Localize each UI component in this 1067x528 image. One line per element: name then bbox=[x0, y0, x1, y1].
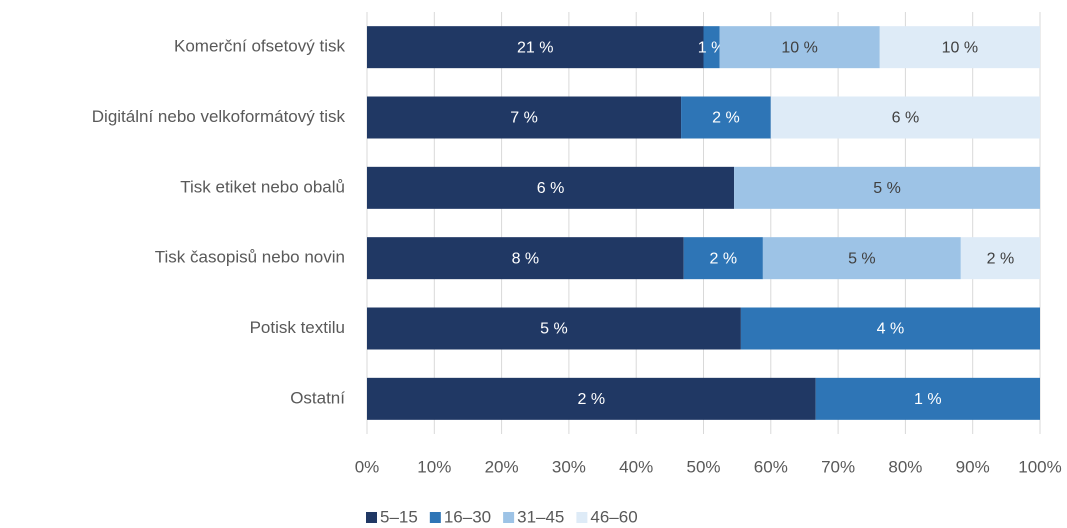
data-label: 6 % bbox=[892, 110, 920, 127]
data-label: 4 % bbox=[877, 321, 905, 338]
x-tick-label: 0% bbox=[355, 457, 380, 476]
bar-segment bbox=[367, 237, 684, 280]
data-label: 1 % bbox=[698, 39, 726, 56]
y-tick-label: Tisk časopisů nebo novin bbox=[155, 248, 345, 267]
bar-segment bbox=[367, 96, 682, 139]
bar-segment bbox=[703, 26, 720, 69]
y-tick-label: Tisk etiket nebo obalů bbox=[180, 177, 345, 196]
x-tick-label: 80% bbox=[888, 457, 922, 476]
x-tick-label: 50% bbox=[686, 457, 720, 476]
data-label: 6 % bbox=[537, 180, 565, 197]
x-tick-label: 30% bbox=[552, 457, 586, 476]
bar-segment bbox=[719, 26, 880, 69]
bar-segment bbox=[367, 307, 741, 350]
data-label: 2 % bbox=[712, 110, 740, 127]
bar-segment bbox=[734, 166, 1040, 209]
data-label: 10 % bbox=[942, 39, 978, 56]
bar-segment bbox=[815, 377, 1040, 420]
x-tick-label: 40% bbox=[619, 457, 653, 476]
data-label: 10 % bbox=[781, 39, 817, 56]
legend-swatch bbox=[503, 512, 515, 523]
legend-swatch bbox=[576, 512, 588, 523]
bar-segment bbox=[879, 26, 1040, 69]
legend-swatch bbox=[429, 512, 441, 523]
bar-segment bbox=[770, 96, 1040, 139]
data-label: 5 % bbox=[540, 321, 568, 338]
x-tick-label: 60% bbox=[754, 457, 788, 476]
bar-segment bbox=[762, 237, 961, 280]
data-label: 7 % bbox=[510, 110, 538, 127]
y-tick-label: Ostatní bbox=[290, 388, 345, 407]
data-label: 1 % bbox=[914, 391, 942, 408]
data-label: 2 % bbox=[578, 391, 606, 408]
x-tick-label: 10% bbox=[417, 457, 451, 476]
x-tick-label: 90% bbox=[956, 457, 990, 476]
x-tick-label: 100% bbox=[1018, 457, 1061, 476]
x-tick-label: 70% bbox=[821, 457, 855, 476]
bar-segment bbox=[683, 237, 763, 280]
legend-label: 31–45 bbox=[517, 507, 564, 526]
y-tick-label: Komerční ofsetový tisk bbox=[174, 37, 346, 56]
bar-segment bbox=[367, 377, 816, 420]
y-tick-label: Potisk textilu bbox=[250, 318, 345, 337]
bar-segment bbox=[740, 307, 1040, 350]
legend-swatch bbox=[366, 512, 377, 523]
y-tick-label: Digitální nebo velkoformátový tisk bbox=[92, 107, 346, 126]
data-label: 2 % bbox=[987, 250, 1015, 267]
data-label: 5 % bbox=[848, 250, 876, 267]
x-tick-label: 20% bbox=[485, 457, 519, 476]
bar-segment bbox=[960, 237, 1040, 280]
data-label: 5 % bbox=[873, 180, 901, 197]
legend-label: 16–30 bbox=[444, 507, 491, 526]
data-label: 8 % bbox=[512, 250, 540, 267]
bar-segment bbox=[367, 166, 735, 209]
data-label: 21 % bbox=[517, 39, 553, 56]
legend-label: 5–15 bbox=[380, 507, 418, 526]
legend-label: 46–60 bbox=[590, 507, 637, 526]
data-label: 2 % bbox=[710, 250, 738, 267]
bar-segment bbox=[367, 26, 704, 69]
bar-segment bbox=[681, 96, 771, 139]
